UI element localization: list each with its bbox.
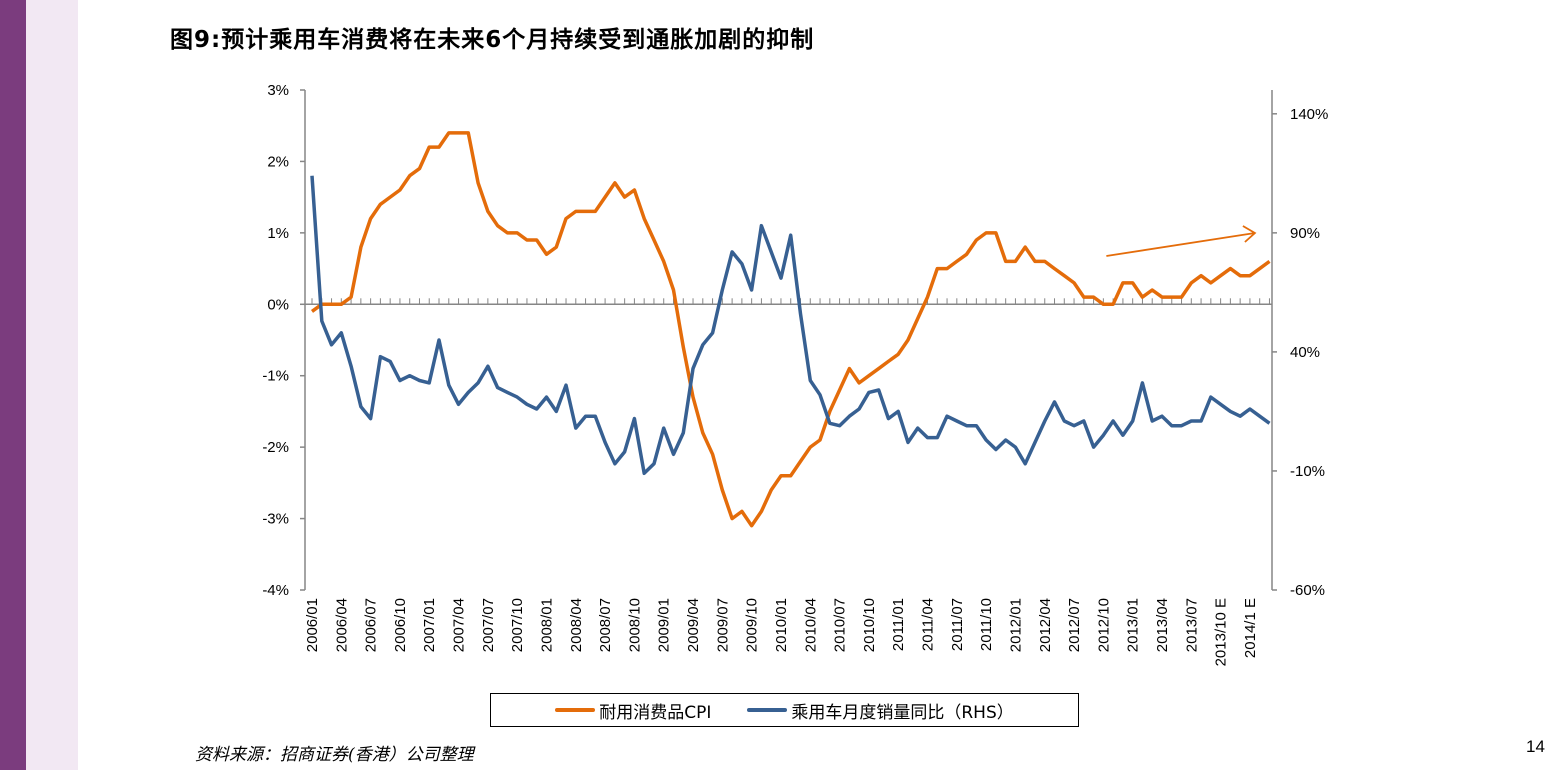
- sidebar-accent-dark: [0, 0, 26, 770]
- x-tick-label: 2008/10: [626, 598, 643, 652]
- x-tick-label: 2013/04: [1154, 598, 1171, 652]
- x-tick-label: 2012/01: [1007, 598, 1024, 652]
- x-tick-label: 2011/10: [978, 598, 995, 651]
- x-tick-label: 2011/07: [949, 598, 966, 651]
- x-tick-label: 2012/10: [1095, 598, 1112, 652]
- left-tick-label: 0%: [267, 296, 289, 313]
- x-tick-label: 2006/07: [363, 598, 380, 652]
- series-line-cpi: [310, 131, 1271, 528]
- x-tick-label: 2009/07: [714, 598, 731, 652]
- x-tick-label: 2006/01: [304, 598, 321, 652]
- x-tick-label: 2011/01: [890, 598, 907, 651]
- x-tick-label: 2007/04: [451, 598, 468, 652]
- x-tick-label: 2010/07: [832, 598, 849, 652]
- source-note: 资料来源：招商证券(香港）公司整理: [195, 745, 474, 765]
- legend-label-cpi: 耐用消费品CPI: [599, 702, 712, 723]
- chart-title: 图9:预计乘用车消费将在未来6个月持续受到通胀加剧的抑制: [170, 27, 815, 53]
- x-tick-label: 2008/07: [597, 598, 614, 652]
- x-tick-label: 2009/10: [744, 598, 761, 652]
- sidebar-accent-light: [26, 0, 78, 770]
- x-tick-label: 2008/04: [568, 598, 585, 652]
- x-tick-label: 2014/1 E: [1242, 598, 1259, 658]
- right-tick-label: 40%: [1290, 344, 1320, 361]
- x-tick-label: 2008/01: [538, 598, 555, 652]
- right-tick-label: -10%: [1290, 463, 1325, 480]
- x-tick-label: 2010/04: [802, 598, 819, 652]
- x-tick-label: 2009/01: [656, 598, 673, 652]
- legend: 耐用消费品CPI 乘用车月度销量同比（RHS）: [490, 693, 1079, 727]
- trend-arrow-head: [1242, 225, 1257, 243]
- x-tick-label: 2011/04: [920, 598, 937, 651]
- legend-item-sales: 乘用车月度销量同比（RHS）: [747, 698, 1014, 723]
- legend-swatch-sales: [747, 708, 788, 712]
- right-tick-label: 140%: [1290, 106, 1328, 123]
- legend-swatch-cpi: [555, 708, 596, 712]
- left-tick-label: -3%: [262, 511, 289, 528]
- series-line-sales: [310, 175, 1271, 476]
- x-tick-label: 2012/04: [1037, 598, 1054, 652]
- x-tick-label: 2010/01: [773, 598, 790, 652]
- x-tick-label: 2006/10: [392, 598, 409, 652]
- x-tick-label: 2009/04: [685, 598, 702, 652]
- right-tick-label: 90%: [1290, 225, 1320, 242]
- left-tick-label: -4%: [262, 582, 289, 599]
- x-tick-label: 2007/01: [421, 598, 438, 652]
- x-tick-label: 2010/10: [861, 598, 878, 652]
- left-tick-label: 1%: [267, 225, 289, 242]
- x-tick-label: 2013/07: [1183, 598, 1200, 652]
- left-tick-label: -2%: [262, 439, 289, 456]
- legend-label-sales: 乘用车月度销量同比（RHS）: [791, 702, 1014, 723]
- right-tick-label: -60%: [1290, 582, 1325, 599]
- left-tick-label: 3%: [267, 82, 289, 99]
- x-tick-label: 2013/01: [1125, 598, 1142, 652]
- left-tick-label: 2%: [267, 153, 289, 170]
- x-tick-label: 2013/10 E: [1213, 598, 1230, 666]
- x-tick-label: 2007/10: [509, 598, 526, 652]
- left-tick-label: -1%: [262, 368, 289, 385]
- trend-arrow-line: [1106, 232, 1256, 257]
- x-tick-label: 2007/07: [480, 598, 497, 652]
- legend-item-cpi: 耐用消费品CPI: [555, 698, 711, 723]
- x-tick-label: 2006/04: [333, 598, 350, 652]
- page-number: 14: [1526, 737, 1545, 756]
- x-tick-label: 2012/07: [1066, 598, 1083, 652]
